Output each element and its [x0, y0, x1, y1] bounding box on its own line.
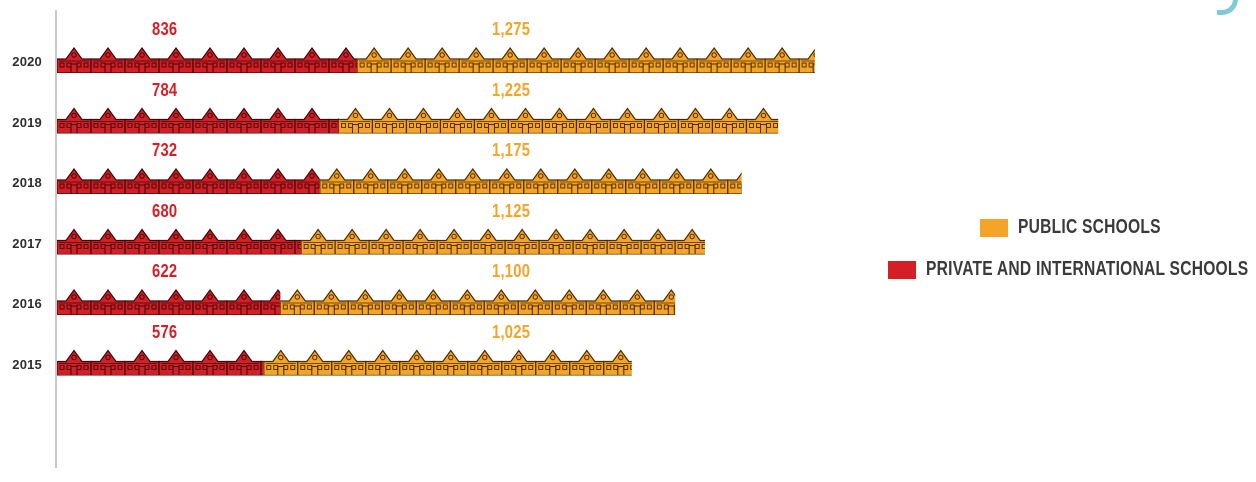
value-label-public-2020: 1,275 [492, 19, 531, 39]
value-label-public-2017: 1,125 [492, 200, 531, 221]
value-label-private-2019: 784 [152, 79, 178, 100]
year-label-2019: 2019 [12, 114, 42, 130]
y-axis-line [55, 10, 57, 468]
value-label-public-2018: 1,175 [492, 140, 531, 160]
bar-private-2016 [57, 289, 281, 315]
value-label-private-2020: 836 [152, 19, 178, 39]
bar-public-2016 [280, 289, 676, 315]
year-label-2017: 2017 [12, 235, 42, 251]
bar-public-2017 [301, 228, 705, 255]
year-label-2020: 2020 [12, 54, 42, 69]
year-label-2015: 2015 [12, 356, 42, 372]
bar-public-2018 [319, 168, 742, 194]
year-label-2018: 2018 [12, 175, 42, 190]
bar-public-2015 [263, 349, 632, 376]
legend-swatch-public [980, 219, 1008, 237]
bar-private-2015 [57, 349, 264, 376]
bar-public-2020 [357, 47, 815, 73]
legend-swatch-private [888, 261, 916, 279]
year-label-2016: 2016 [12, 296, 42, 311]
value-label-private-2017: 680 [152, 200, 178, 221]
bar-private-2019 [57, 107, 339, 134]
value-label-private-2015: 576 [152, 321, 178, 342]
corner-decoration [1217, 0, 1238, 15]
bar-private-2020 [57, 47, 358, 73]
value-label-public-2016: 1,100 [492, 261, 531, 281]
value-label-public-2015: 1,025 [492, 321, 531, 342]
legend-label-public: PUBLIC SCHOOLS [1018, 216, 1161, 238]
legend-label-private: PRIVATE AND INTERNATIONAL SCHOOLS [926, 258, 1249, 280]
value-label-public-2019: 1,225 [492, 79, 531, 100]
bar-private-2018 [57, 168, 320, 194]
bar-private-2017 [57, 228, 302, 255]
value-label-private-2016: 622 [152, 261, 178, 281]
value-label-private-2018: 732 [152, 140, 178, 160]
bar-public-2019 [338, 107, 779, 134]
